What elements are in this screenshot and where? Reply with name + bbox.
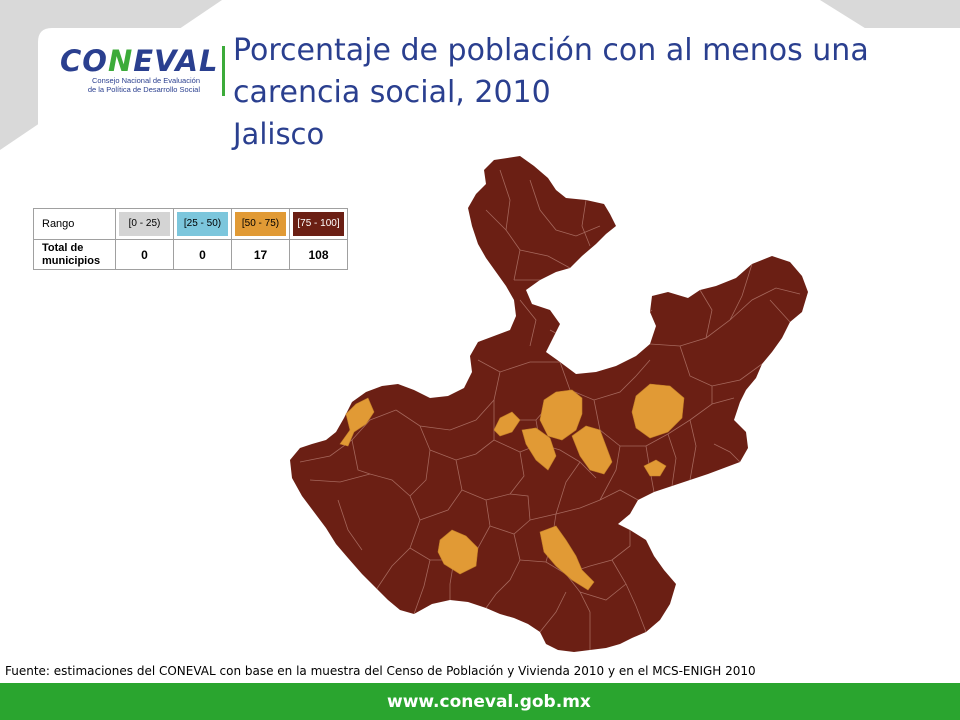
highlight-municipalities xyxy=(339,383,685,591)
legend-count-3: 108 xyxy=(289,239,348,270)
municipality-50-75-center-b xyxy=(539,389,583,441)
legend-swatch-3: [75 - 100] xyxy=(293,212,344,236)
legend-swatch-0: [0 - 25) xyxy=(119,212,170,236)
legend-range-0: [0 - 25) xyxy=(115,208,174,240)
municipality-50-75-north-west xyxy=(339,397,375,447)
logo-subtitle-1: Consejo Nacional de Evaluación xyxy=(92,76,200,85)
legend-range-1: [25 - 50) xyxy=(173,208,232,240)
legend-count-row: Total de municipios 0 0 17 108 xyxy=(33,239,348,270)
municipality-50-75-south-west xyxy=(437,529,479,575)
municipality-50-75-east-small xyxy=(643,459,667,477)
logo-subtitle-2: de la Política de Desarrollo Social xyxy=(87,85,200,94)
jalisco-map xyxy=(290,156,808,652)
source-note: Fuente: estimaciones del CONEVAL con bas… xyxy=(5,664,756,678)
legend-count-0: 0 xyxy=(115,239,174,270)
title-accent-bar xyxy=(222,46,225,96)
municipality-50-75-center-a xyxy=(493,411,521,437)
legend-table: Rango [0 - 25) [25 - 50) [50 - 75) [75 -… xyxy=(33,208,348,270)
footer-url-link[interactable]: www.coneval.gob.mx xyxy=(387,692,591,712)
page-subtitle: Jalisco xyxy=(233,117,325,151)
legend-count-2: 17 xyxy=(231,239,290,270)
page-title: Porcentaje de población con al menos una… xyxy=(233,33,869,110)
header-panel xyxy=(38,28,960,148)
municipality-50-75-south-center xyxy=(539,525,595,591)
municipality-50-75-center-d xyxy=(571,425,613,475)
coneval-logo: CONEVAL Consejo Nacional de Evaluación d… xyxy=(60,44,219,108)
legend-count-label: Total de municipios xyxy=(33,239,116,270)
legend-header-label: Rango xyxy=(33,208,116,240)
logo-wordmark: CONEVAL xyxy=(60,44,219,78)
municipality-50-75-east xyxy=(631,383,685,439)
legend-swatch-1: [25 - 50) xyxy=(177,212,228,236)
footer-bar xyxy=(0,683,960,720)
legend-header-row: Rango [0 - 25) [25 - 50) [50 - 75) [75 -… xyxy=(33,208,348,240)
legend-range-3: [75 - 100] xyxy=(289,208,348,240)
municipality-50-75-center-c xyxy=(521,427,557,471)
legend-swatch-2: [50 - 75) xyxy=(235,212,286,236)
legend-range-2: [50 - 75) xyxy=(231,208,290,240)
legend-count-1: 0 xyxy=(173,239,232,270)
